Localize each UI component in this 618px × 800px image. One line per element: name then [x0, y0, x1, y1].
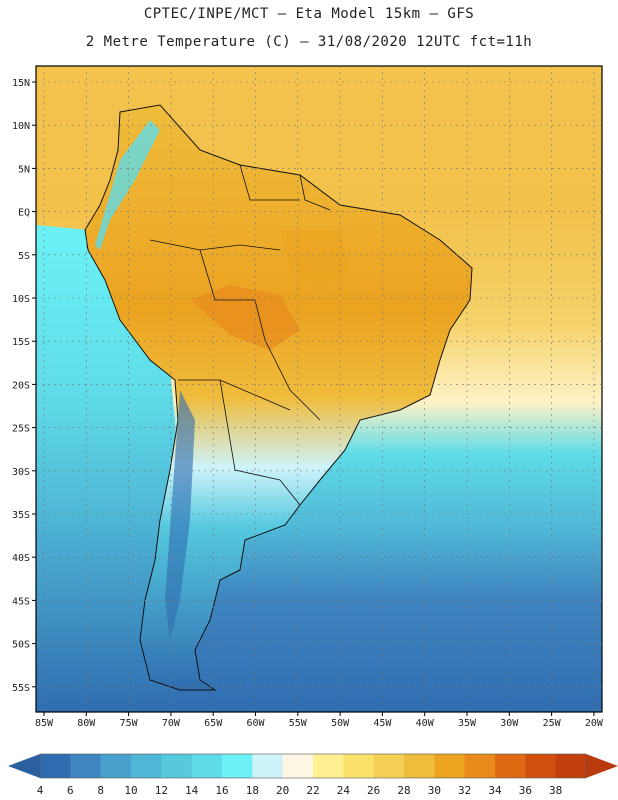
- legend-swatch: [282, 754, 314, 778]
- legend-label: 4: [37, 784, 44, 797]
- legend-swatch: [495, 754, 526, 778]
- lat-label: 35S: [12, 510, 30, 521]
- lon-label: 55W: [289, 718, 308, 729]
- legend-label: 22: [306, 784, 319, 797]
- lat-label: 15N: [12, 78, 30, 89]
- lon-label: 60W: [246, 718, 265, 729]
- lat-label: 25S: [12, 424, 30, 435]
- lon-label: 20W: [585, 718, 604, 729]
- lon-label: 30W: [500, 718, 519, 729]
- legend-swatch: [191, 754, 223, 778]
- graticule: [32, 66, 602, 716]
- legend-label: 28: [397, 784, 410, 797]
- legend-swatch: [343, 754, 375, 778]
- lon-label: 65W: [204, 718, 223, 729]
- legend-label: 20: [276, 784, 289, 797]
- map-subtitle: 2 Metre Temperature (C) – 31/08/2020 12U…: [85, 34, 533, 50]
- lon-label: 50W: [331, 718, 350, 729]
- temperature-map: 15N 10N 5N EQ 5S 10S 15S 20S 25S 30S 35S 40S 45S 50S 5…: [12, 65, 604, 729]
- legend-label: 18: [246, 784, 259, 797]
- legend-swatch: [373, 754, 405, 778]
- lat-label: 15S: [12, 337, 30, 348]
- lat-label: 45S: [12, 596, 30, 607]
- legend-swatch: [252, 754, 284, 778]
- legend-swatch: [313, 754, 344, 778]
- legend-label: 38: [549, 784, 562, 797]
- map-title: CPTEC/INPE/MCT – Eta Model 15km – GFS: [143, 6, 475, 22]
- legend-swatch: [464, 754, 496, 778]
- legend-swatch: [100, 754, 132, 778]
- lat-label: 30S: [12, 467, 30, 478]
- legend-swatch: [161, 754, 193, 778]
- legend-label: 30: [428, 784, 441, 797]
- lon-label: 75W: [120, 718, 139, 729]
- legend-label: 12: [155, 784, 168, 797]
- legend-swatch: [404, 754, 435, 778]
- legend-high-arrow: [586, 754, 618, 778]
- legend-swatch: [434, 754, 466, 778]
- lat-label: EQ: [18, 208, 30, 219]
- temperature-field: [36, 66, 602, 712]
- legend-swatch: [70, 754, 102, 778]
- lon-label: 45W: [373, 718, 392, 729]
- lon-label: 35W: [458, 718, 477, 729]
- legend-label: 32: [458, 784, 471, 797]
- legend-label: 26: [367, 784, 380, 797]
- legend-label: 8: [97, 784, 104, 797]
- legend-swatch: [222, 754, 253, 778]
- legend-label: 14: [185, 784, 199, 797]
- lat-label: 10S: [12, 294, 30, 305]
- legend-label: 10: [124, 784, 137, 797]
- lat-label: 55S: [12, 683, 30, 694]
- legend-label: 36: [519, 784, 532, 797]
- legend-swatch: [131, 754, 162, 778]
- lat-label: 40S: [12, 553, 30, 564]
- lat-label: 50S: [12, 640, 30, 651]
- latitude-labels: 15N 10N 5N EQ 5S 10S 15S 20S 25S 30S 35S 40S 45S 50S 5…: [12, 78, 30, 694]
- legend-label: 6: [67, 784, 74, 797]
- legend-swatch: [525, 754, 557, 778]
- map-frame: [35, 65, 603, 713]
- legend-label: 24: [337, 784, 351, 797]
- country-borders: [149, 164, 331, 506]
- legend-label: 34: [488, 784, 502, 797]
- longitude-labels: 85W 80W 75W 70W 65W 60W 55W 50W 45W 40W 35W 30W 25W 2…: [35, 718, 604, 729]
- lat-label: 5N: [18, 164, 30, 175]
- legend-label: 16: [215, 784, 228, 797]
- color-legend: 4 6 8 10 12 14 16 18 20 22 24 26 28 30 32 34 36 38: [8, 753, 618, 797]
- lat-label: 10N: [12, 121, 30, 132]
- lon-label: 80W: [77, 718, 96, 729]
- legend-swatch: [40, 754, 71, 778]
- legend-swatch: [555, 754, 587, 778]
- lat-label: 5S: [18, 251, 30, 262]
- lon-label: 40W: [416, 718, 435, 729]
- legend-low-arrow: [8, 754, 40, 778]
- lat-label: 20S: [12, 380, 30, 391]
- lon-label: 25W: [543, 718, 562, 729]
- lon-label: 85W: [35, 718, 54, 729]
- lon-label: 70W: [162, 718, 181, 729]
